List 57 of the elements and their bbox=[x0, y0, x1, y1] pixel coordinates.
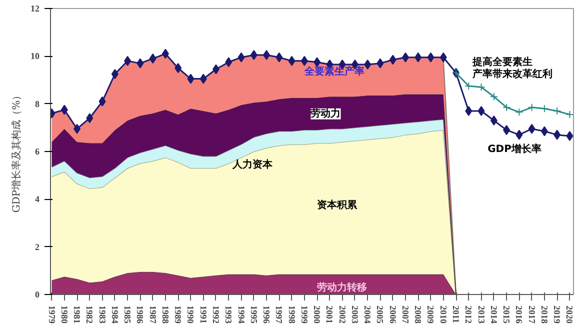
x-tick-label: 1998 bbox=[286, 306, 297, 324]
y-axis-title: GDP增长率及其构成（%） bbox=[10, 90, 22, 213]
x-tick-label: 2017 bbox=[526, 306, 537, 324]
series-label: GDP增长率 bbox=[488, 143, 542, 156]
series-label: 全要素生产率 bbox=[303, 66, 364, 78]
x-tick-label: 1991 bbox=[198, 306, 208, 324]
x-tick-label: 2005 bbox=[375, 306, 386, 324]
x-tick-label: 2001 bbox=[324, 306, 335, 324]
series-label: 劳动力 bbox=[310, 107, 341, 120]
x-tick-label: 1979 bbox=[46, 306, 57, 324]
x-tick-label: 1992 bbox=[210, 306, 221, 324]
x-tick-label: 1993 bbox=[224, 306, 234, 324]
x-tick-label: 2006 bbox=[388, 306, 398, 324]
y-tick-label: 8 bbox=[35, 98, 40, 109]
y-tick-label: 10 bbox=[30, 51, 40, 62]
y-tick-label: 0 bbox=[35, 290, 40, 300]
x-tick-label: 1996 bbox=[262, 306, 272, 324]
x-tick-label: 2007 bbox=[400, 306, 410, 324]
x-tick-label: 2011 bbox=[451, 306, 462, 324]
x-tick-label: 2016 bbox=[514, 306, 524, 324]
series-label: 劳动力转移 bbox=[317, 281, 368, 294]
x-tick-label: 1989 bbox=[173, 306, 184, 324]
x-tick-label: 1997 bbox=[274, 306, 284, 324]
x-tick-label: 1986 bbox=[135, 306, 146, 324]
x-tick-label: 1995 bbox=[248, 306, 259, 324]
x-tick-label: 1988 bbox=[160, 306, 170, 324]
x-tick-label: 2002 bbox=[337, 306, 348, 324]
y-tick-label: 4 bbox=[35, 194, 40, 204]
y-tick-label: 6 bbox=[35, 146, 40, 156]
x-tick-label: 2013 bbox=[476, 306, 486, 324]
x-tick-label: 1990 bbox=[186, 306, 196, 324]
x-tick-label: 2003 bbox=[350, 306, 360, 324]
x-tick-label: 2004 bbox=[362, 306, 373, 324]
x-tick-label: 2000 bbox=[312, 306, 322, 324]
x-tick-label: 1999 bbox=[299, 306, 310, 324]
x-tick-label: 2019 bbox=[552, 306, 562, 324]
x-tick-label: 2020 bbox=[564, 306, 575, 324]
x-tick-label: 2008 bbox=[413, 306, 424, 324]
x-tick-label: 1982 bbox=[84, 306, 95, 324]
x-tick-label: 2014 bbox=[488, 306, 499, 324]
x-tick-label: 1983 bbox=[97, 306, 108, 324]
x-tick-label: 2010 bbox=[438, 306, 448, 324]
series-label: 资本积累 bbox=[317, 199, 358, 212]
x-tick-label: 1980 bbox=[59, 306, 70, 324]
x-tick-label: 2009 bbox=[426, 306, 436, 324]
series-label: 人力资本 bbox=[231, 158, 274, 171]
x-tick-label: 2018 bbox=[539, 306, 550, 324]
y-tick-label: 2 bbox=[35, 242, 40, 252]
x-tick-label: 2012 bbox=[464, 306, 474, 324]
y-tick-label: 12 bbox=[30, 4, 40, 14]
x-tick-label: 1987 bbox=[148, 306, 158, 324]
x-tick-label: 1981 bbox=[72, 306, 82, 324]
x-tick-label: 2015 bbox=[502, 306, 512, 324]
x-tick-label: 1994 bbox=[236, 306, 246, 324]
x-tick-label: 1985 bbox=[122, 306, 133, 324]
x-tick-label: 1984 bbox=[110, 306, 120, 324]
series-label: 提高全要素生产率带来改革红利 bbox=[471, 56, 552, 80]
